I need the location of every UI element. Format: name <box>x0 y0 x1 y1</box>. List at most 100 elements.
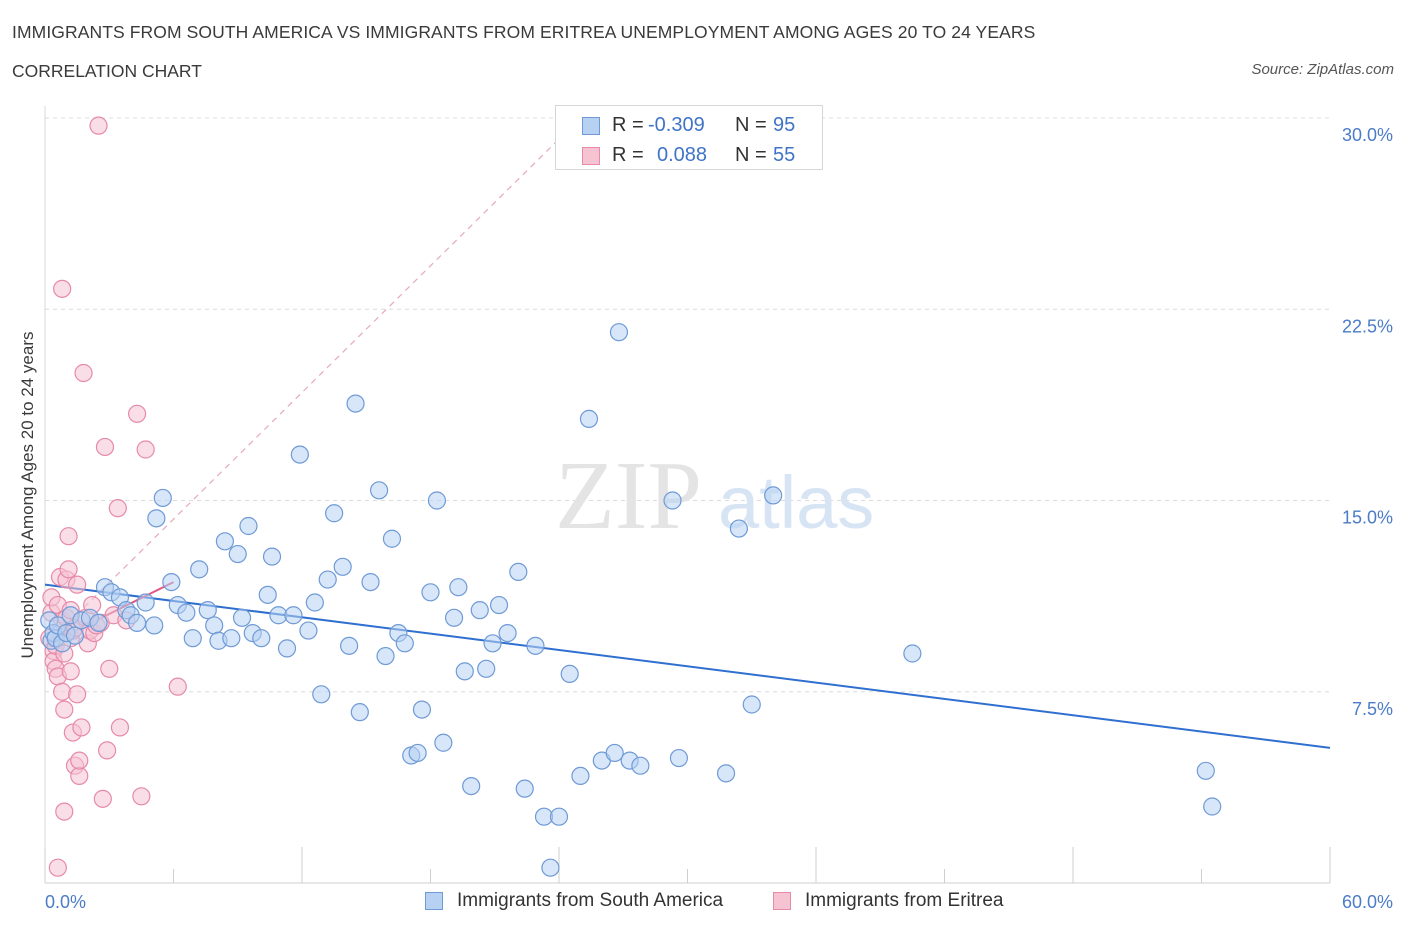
data-point-eritrea <box>136 440 155 459</box>
data-point-south-america <box>382 529 402 548</box>
data-point-south-america <box>153 488 172 508</box>
data-point-south-america <box>190 560 209 579</box>
data-point-south-america <box>515 779 534 798</box>
legend-swatch-pink <box>582 147 600 165</box>
data-point-south-america <box>549 807 569 826</box>
data-point-eritrea <box>93 789 112 808</box>
legend-row-eritrea: R = 0.088 N = 55 <box>556 140 822 170</box>
data-point-eritrea <box>127 404 147 423</box>
data-point-south-america <box>136 593 155 612</box>
data-point-eritrea <box>70 751 89 770</box>
data-point-south-america <box>305 593 324 612</box>
x-tick-label: 0.0% <box>45 892 86 912</box>
data-point-south-america <box>145 616 164 635</box>
data-point-south-america <box>258 585 277 604</box>
legend-n-value: 55 <box>773 144 796 166</box>
data-point-south-america <box>408 743 427 763</box>
data-point-south-america <box>729 519 749 538</box>
data-point-eritrea <box>68 685 87 704</box>
data-point-south-america <box>663 491 682 510</box>
y-tick-label: 22.5% <box>1342 316 1393 336</box>
data-point-south-america <box>370 481 389 500</box>
data-point-south-america <box>579 409 599 428</box>
legend-row-south-america: R = -0.309 N = 95 <box>556 110 822 140</box>
data-point-south-america <box>232 608 252 627</box>
data-point-eritrea <box>61 662 80 681</box>
data-point-south-america <box>412 700 432 719</box>
bottom-legend-swatch-blue <box>425 892 443 910</box>
data-point-south-america <box>421 583 440 602</box>
data-point-south-america <box>498 623 517 643</box>
chart-subtitle: CORRELATION CHART <box>12 61 202 81</box>
legend-r-label: R = <box>612 144 644 166</box>
data-point-eritrea <box>55 802 74 821</box>
data-point-eritrea <box>100 659 119 678</box>
data-point-eritrea <box>95 437 115 457</box>
legend-r-label: R = <box>612 114 644 136</box>
data-point-south-america <box>526 636 545 655</box>
data-point-south-america <box>162 572 181 592</box>
bottom-legend-label: Immigrants from South America <box>457 890 724 911</box>
data-point-south-america <box>340 636 359 655</box>
data-point-south-america <box>560 664 579 684</box>
data-point-eritrea <box>89 116 108 135</box>
series-south-america-points <box>40 323 1222 877</box>
data-point-south-america <box>65 626 85 645</box>
trend-extension-eritrea <box>44 117 581 647</box>
data-point-south-america <box>483 634 502 653</box>
y-tick-label: 7.5% <box>1352 699 1393 719</box>
data-point-eritrea <box>70 766 89 786</box>
data-point-south-america <box>903 644 922 663</box>
data-point-south-america <box>477 659 496 678</box>
data-point-south-america <box>444 608 464 627</box>
data-point-south-america <box>395 634 414 653</box>
data-point-south-america <box>605 743 624 763</box>
data-point-south-america <box>489 595 509 615</box>
data-point-south-america <box>177 603 196 622</box>
data-point-south-america <box>228 544 247 564</box>
data-point-south-america <box>198 601 217 620</box>
data-point-south-america <box>631 756 650 775</box>
data-point-south-america <box>449 578 468 597</box>
data-point-south-america <box>89 613 108 633</box>
legend-r-value: 0.088 <box>657 144 708 166</box>
data-point-south-america <box>1203 797 1222 816</box>
data-point-south-america <box>252 629 271 648</box>
data-point-south-america <box>669 748 689 768</box>
data-point-south-america <box>361 572 380 592</box>
legend-n-label: N = <box>735 114 767 136</box>
data-point-south-america <box>299 621 318 640</box>
x-tick-label: 60.0% <box>1342 892 1393 912</box>
data-point-eritrea <box>74 363 93 383</box>
correlation-legend: R = -0.309 N = 95 R = 0.088 N = 55 <box>555 105 823 170</box>
data-point-south-america <box>427 491 447 510</box>
data-point-eritrea <box>68 575 87 594</box>
watermark: ZIP atlas <box>555 442 874 550</box>
data-point-south-america <box>609 323 629 342</box>
data-point-south-america <box>509 562 528 582</box>
data-point-eritrea <box>59 560 78 579</box>
data-point-south-america <box>262 547 282 566</box>
data-point-south-america <box>434 733 453 752</box>
data-point-south-america <box>1196 761 1215 780</box>
data-point-eritrea <box>55 700 74 719</box>
data-point-south-america <box>183 629 202 648</box>
data-point-south-america <box>215 532 234 551</box>
data-point-eritrea <box>168 677 187 696</box>
data-point-eritrea <box>53 279 72 298</box>
data-point-south-america <box>764 486 783 505</box>
data-point-south-america <box>462 776 481 796</box>
data-point-south-america <box>239 516 258 536</box>
data-point-south-america <box>571 766 590 786</box>
legend-n-label: N = <box>735 144 767 166</box>
data-point-south-america <box>742 695 761 714</box>
data-point-south-america <box>376 646 395 666</box>
trend-line-south-america <box>44 583 1331 749</box>
data-point-eritrea <box>132 787 151 806</box>
data-point-eritrea <box>110 718 130 737</box>
legend-n-value: 95 <box>773 114 796 136</box>
data-point-south-america <box>470 601 489 620</box>
data-point-south-america <box>127 613 147 633</box>
legend-swatch-blue <box>582 117 600 135</box>
